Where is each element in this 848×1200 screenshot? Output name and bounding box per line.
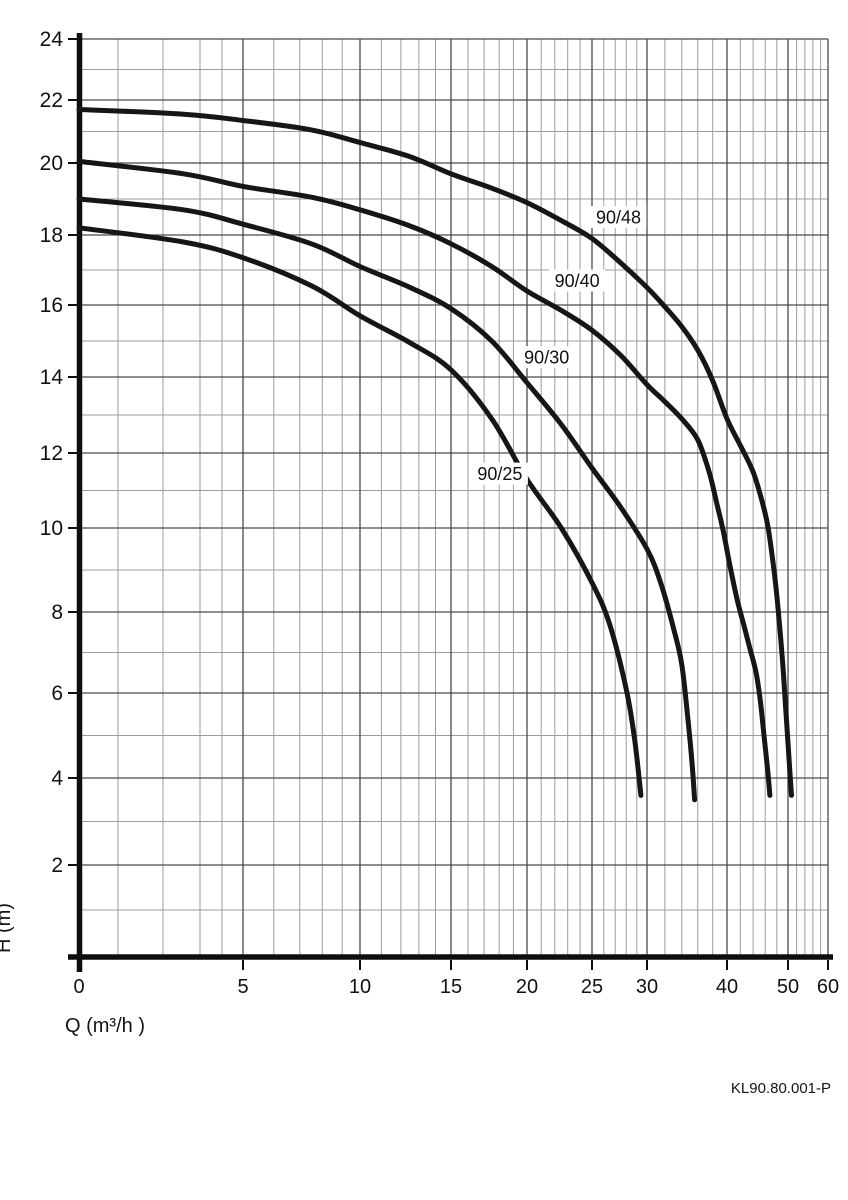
x-tick-label: 0 [73,976,84,998]
x-tick-label: 20 [516,976,538,998]
y-tick-label: 10 [40,517,63,540]
x-axis-title: Q (m³/h ) [65,1015,145,1037]
curve-label: 90/40 [555,271,600,291]
x-tick-label: 25 [581,976,603,998]
y-axis-title: H (m) [0,903,15,953]
pump-curve-90-25 [76,225,644,798]
curve-label: 90/25 [477,464,522,484]
x-tick-label: 50 [777,976,799,998]
y-tick-label: 8 [51,601,63,624]
y-tick-label: 6 [51,682,63,705]
x-tick-label: 30 [636,976,658,998]
y-tick-label: 16 [40,294,63,317]
x-tick-label: 15 [440,976,462,998]
curve-label: 90/30 [524,348,569,368]
y-tick-label: 12 [40,442,63,465]
pump-curve-90-48 [76,107,794,798]
curve-label-bg [590,206,647,228]
x-tick-label: 10 [349,976,371,998]
y-tick-label: 14 [40,366,64,389]
curve-label-bg [549,269,606,292]
curve-label-bg [471,462,528,485]
curve-label: 90/48 [596,208,641,228]
y-tick-label: 20 [40,152,63,175]
pump-curve-90-40 [76,158,773,798]
y-tick-label: 22 [40,89,63,112]
y-tick-label: 18 [40,224,63,247]
x-tick-label: 40 [716,976,738,998]
figure-code: KL90.80.001-P [730,1080,831,1097]
y-tick-label: 4 [51,767,63,790]
y-tick-label: 2 [51,854,63,877]
curve-label-bg [518,346,575,369]
x-tick-label: 60 [817,976,839,998]
x-tick-label: 5 [237,976,248,998]
y-tick-label: 24 [40,28,64,51]
pump-curve-90-30 [76,196,698,803]
